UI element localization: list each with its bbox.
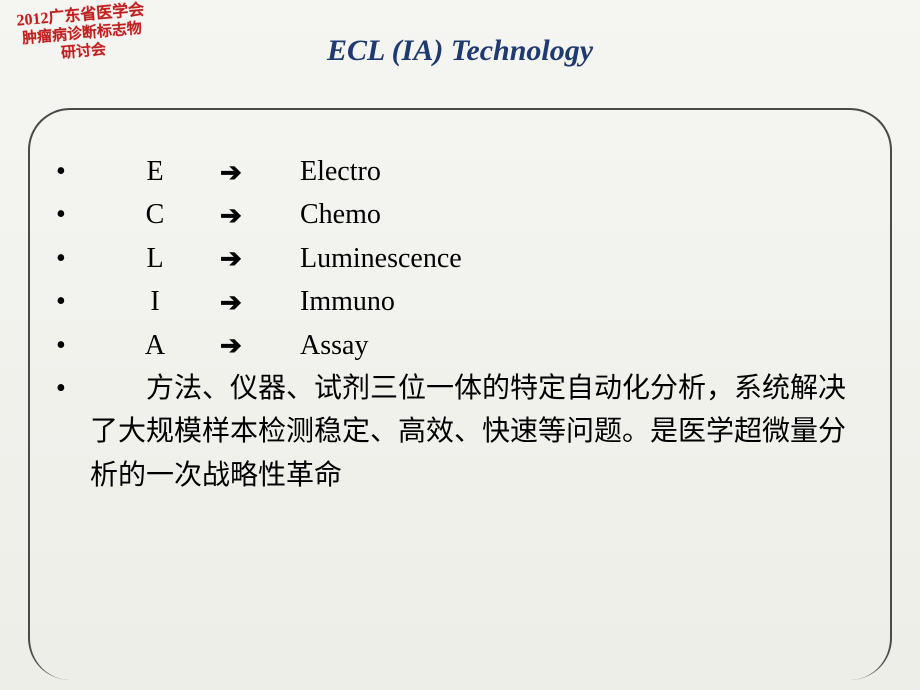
arrow-icon: ➔ <box>220 325 300 365</box>
acronym-letter: L <box>90 237 220 280</box>
desc-body: 方法、仪器、试剂三位一体的特定自动化分析，系统解决了大规模样本检测稳定、高效、快… <box>90 373 846 491</box>
acronym-row: I ➔ Immuno <box>50 280 870 323</box>
acronym-word: Chemo <box>300 193 381 236</box>
acronym-word: Luminescence <box>300 237 462 280</box>
acronym-letter: E <box>90 150 220 193</box>
arrow-icon: ➔ <box>220 152 300 192</box>
acronym-word: Assay <box>300 324 368 367</box>
description-text: 方法、仪器、试剂三位一体的特定自动化分析，系统解决了大规模样本检测稳定、高效、快… <box>90 373 846 491</box>
description-bullet: 方法、仪器、试剂三位一体的特定自动化分析，系统解决了大规模样本检测稳定、高效、快… <box>50 367 870 497</box>
acronym-letter: C <box>90 193 220 236</box>
arrow-icon: ➔ <box>220 195 300 235</box>
acronym-row: A ➔ Assay <box>50 324 870 367</box>
content-body: E ➔ Electro C ➔ Chemo L ➔ Luminescence I… <box>50 150 870 497</box>
acronym-letter: A <box>90 324 220 367</box>
acronym-row: C ➔ Chemo <box>50 193 870 236</box>
bullet-list: E ➔ Electro C ➔ Chemo L ➔ Luminescence I… <box>50 150 870 497</box>
slide-title: ECL (IA) Technology <box>0 34 920 68</box>
acronym-word: Electro <box>300 150 381 193</box>
acronym-word: Immuno <box>300 280 395 323</box>
arrow-icon: ➔ <box>220 282 300 322</box>
acronym-letter: I <box>90 280 220 323</box>
desc-indent <box>90 373 146 404</box>
acronym-row: L ➔ Luminescence <box>50 237 870 280</box>
acronym-row: E ➔ Electro <box>50 150 870 193</box>
arrow-icon: ➔ <box>220 238 300 278</box>
